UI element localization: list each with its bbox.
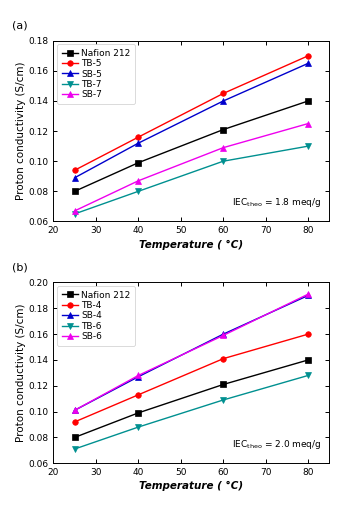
SB-5: [136, 140, 140, 146]
Text: (a): (a): [12, 20, 28, 31]
Text: IEC$_{\rm theo}$ = 1.8 meq/g: IEC$_{\rm theo}$ = 1.8 meq/g: [232, 196, 321, 209]
TB-7: [306, 143, 310, 149]
X-axis label: Temperature ( °C): Temperature ( °C): [139, 239, 244, 249]
Line: SB-6: SB-6: [72, 291, 311, 413]
TB-4: [221, 356, 225, 362]
Line: Nafion 212: Nafion 212: [72, 98, 311, 194]
SB-7: [221, 145, 225, 151]
TB-4: [73, 419, 77, 425]
SB-4: [306, 292, 310, 298]
Nafion 212: [73, 188, 77, 194]
Line: Nafion 212: Nafion 212: [72, 357, 311, 440]
TB-6: [306, 373, 310, 379]
Line: TB-4: TB-4: [72, 331, 311, 425]
TB-5: [306, 53, 310, 59]
SB-6: [73, 407, 77, 413]
Nafion 212: [306, 98, 310, 104]
SB-6: [306, 291, 310, 297]
TB-4: [136, 392, 140, 398]
SB-4: [221, 331, 225, 337]
Legend: Nafion 212, TB-4, SB-4, TB-6, SB-6: Nafion 212, TB-4, SB-4, TB-6, SB-6: [57, 286, 135, 346]
Nafion 212: [306, 357, 310, 363]
Y-axis label: Proton conductivity (S/cm): Proton conductivity (S/cm): [16, 62, 26, 201]
SB-5: [221, 98, 225, 104]
SB-7: [136, 178, 140, 184]
SB-5: [73, 175, 77, 181]
Line: SB-4: SB-4: [72, 293, 311, 413]
Nafion 212: [136, 410, 140, 416]
TB-7: [136, 188, 140, 194]
TB-7: [73, 211, 77, 217]
Text: IEC$_{\rm theo}$ = 2.0 meq/g: IEC$_{\rm theo}$ = 2.0 meq/g: [232, 438, 321, 450]
SB-7: [306, 121, 310, 127]
Nafion 212: [221, 381, 225, 387]
SB-4: [136, 374, 140, 380]
Text: (b): (b): [12, 262, 28, 272]
SB-5: [306, 60, 310, 66]
SB-7: [73, 208, 77, 214]
Line: SB-5: SB-5: [72, 61, 311, 181]
SB-6: [136, 373, 140, 379]
TB-7: [221, 158, 225, 164]
Legend: Nafion 212, TB-5, SB-5, TB-7, SB-7: Nafion 212, TB-5, SB-5, TB-7, SB-7: [57, 44, 135, 104]
Y-axis label: Proton conductivity (S/cm): Proton conductivity (S/cm): [16, 303, 26, 442]
SB-4: [73, 407, 77, 413]
TB-4: [306, 331, 310, 337]
Nafion 212: [221, 127, 225, 133]
TB-5: [221, 91, 225, 97]
Line: TB-6: TB-6: [72, 373, 311, 452]
TB-6: [136, 424, 140, 430]
Line: SB-7: SB-7: [72, 121, 311, 214]
Nafion 212: [136, 160, 140, 166]
Line: TB-5: TB-5: [72, 53, 311, 173]
Line: TB-7: TB-7: [72, 144, 311, 217]
TB-5: [73, 167, 77, 173]
SB-6: [221, 332, 225, 338]
TB-5: [136, 134, 140, 140]
X-axis label: Temperature ( °C): Temperature ( °C): [139, 481, 244, 491]
TB-6: [221, 397, 225, 403]
Nafion 212: [73, 434, 77, 440]
TB-6: [73, 446, 77, 452]
